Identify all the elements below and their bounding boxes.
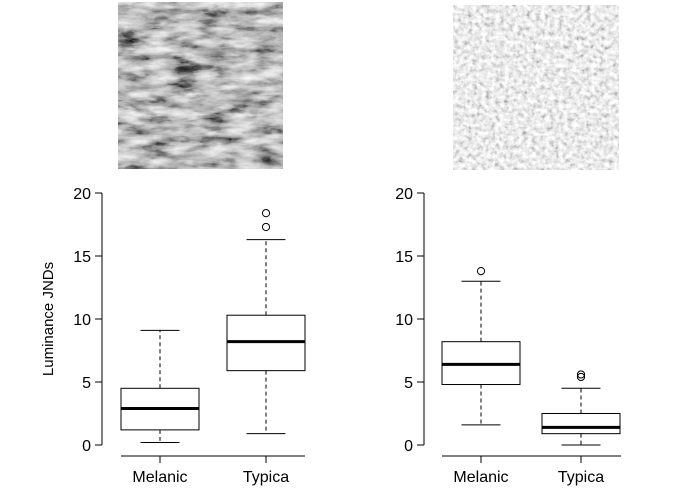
right-y-tick-label: 0 [404, 438, 413, 455]
left-boxes [120, 209, 306, 443]
right-y-tick-label: 20 [395, 186, 413, 203]
right-y-tick-label: 5 [404, 375, 413, 392]
right-melanic-outlier [476, 267, 486, 276]
left-x-tick-label-typica: Typica [243, 469, 289, 486]
left-typica-outlier [261, 209, 271, 218]
right-typica-outlier [576, 372, 586, 382]
left-y-axis-title: Luminance JNDs [40, 262, 57, 376]
right-y-tick-label: 10 [395, 312, 413, 329]
right-y-tick-label: 15 [395, 249, 413, 266]
right-boxes [441, 267, 621, 446]
right-y-axis: 0 5 10 15 20 [395, 186, 425, 455]
right-x-tick-label-typica: Typica [558, 469, 604, 486]
right-typica-box [541, 413, 621, 435]
left-y-tick-label: 15 [73, 249, 91, 266]
left-y-tick-label: 20 [73, 186, 91, 203]
left-y-tick-label: 10 [73, 312, 91, 329]
left-typica-outlier [261, 222, 271, 232]
right-typica-outlier [576, 370, 586, 379]
right-x-tick-label-melanic: Melanic [453, 469, 508, 486]
photo-lichen-bark [453, 5, 619, 170]
right-x-axis: Melanic Typica [442, 455, 621, 486]
left-y-tick-label: 0 [82, 438, 91, 455]
left-y-tick-label: 5 [82, 375, 91, 392]
left-x-tick-label-melanic: Melanic [132, 469, 187, 486]
left-boxplot-panel: 0 5 10 15 20 Melanic Typica Luminance JNDs [40, 186, 306, 486]
photo-dark-bark [118, 2, 283, 169]
left-x-axis: Melanic Typica [121, 455, 305, 486]
right-boxplot-panel: 0 5 10 15 20 Melanic Typica [395, 186, 621, 486]
left-y-axis: 0 5 10 15 20 [73, 186, 103, 455]
